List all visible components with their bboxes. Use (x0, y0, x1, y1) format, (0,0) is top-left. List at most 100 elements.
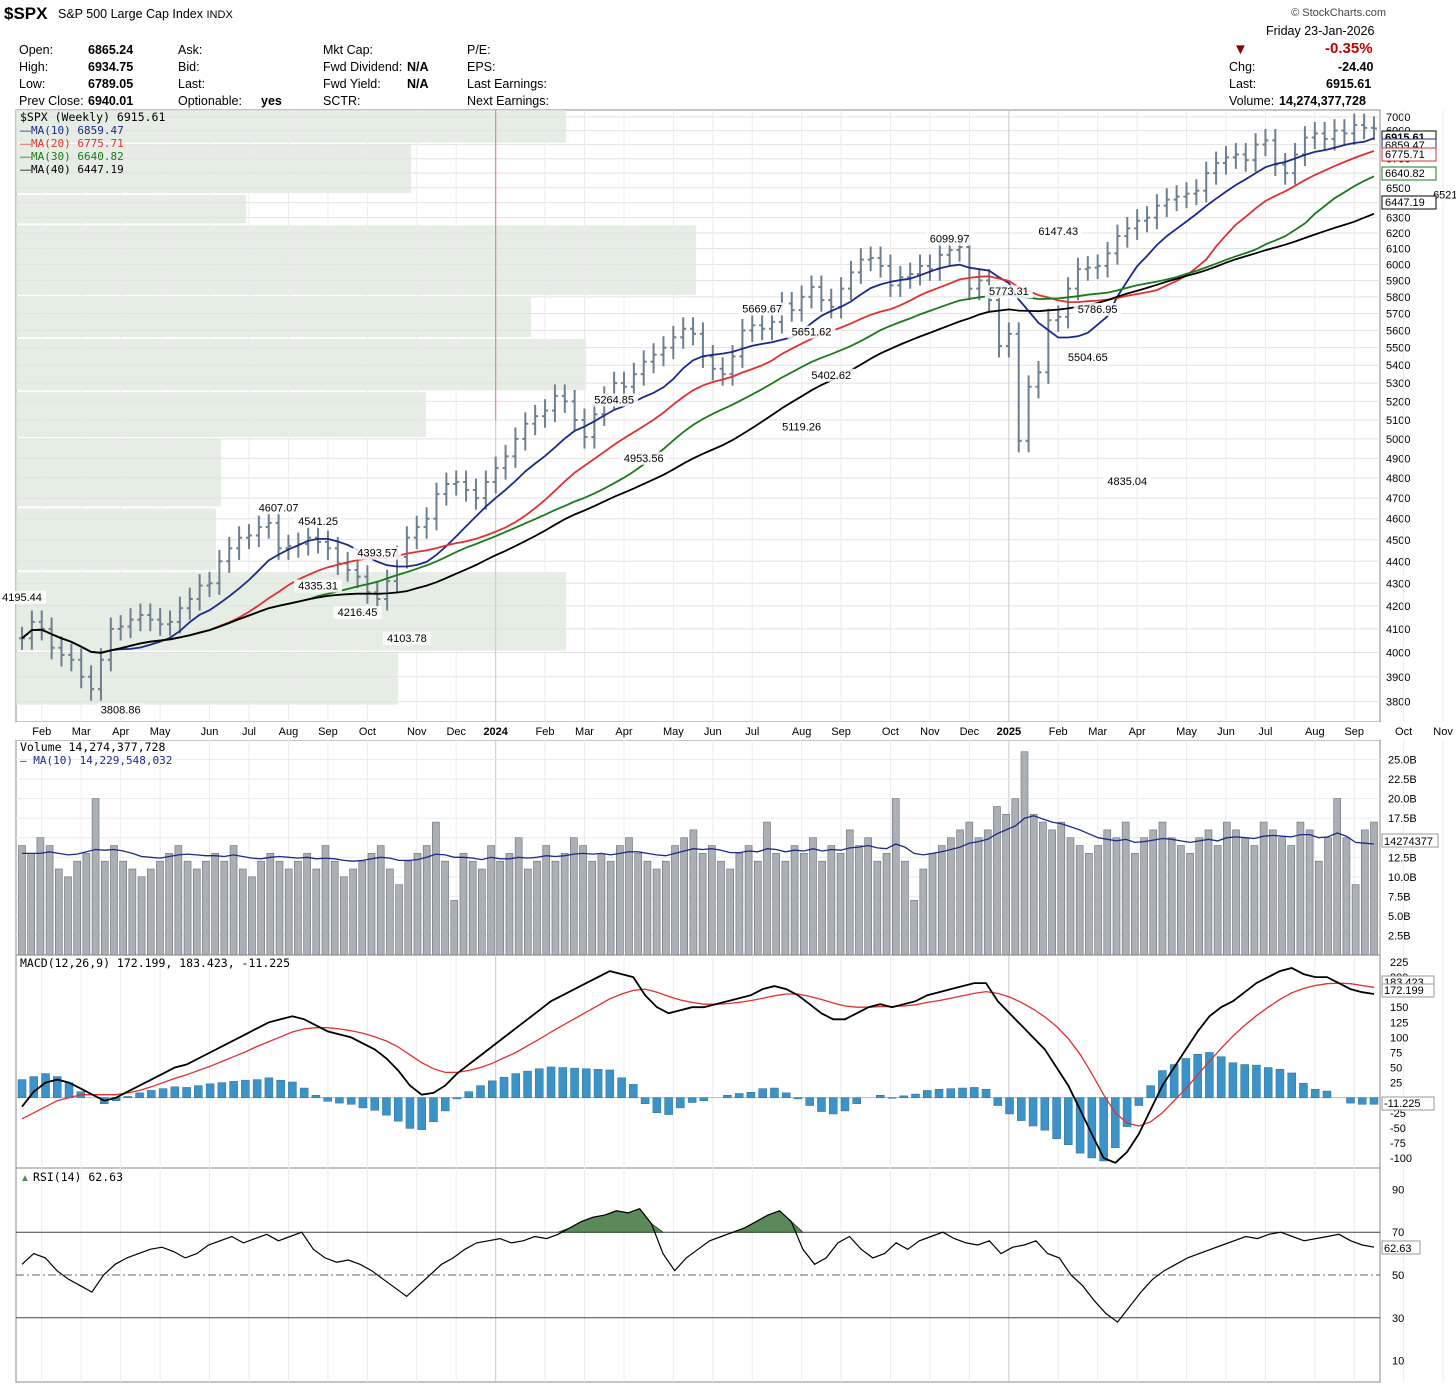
price-bar (196, 574, 203, 611)
price-tick-label: 5200 (1386, 396, 1410, 408)
volume-bar (303, 853, 311, 956)
price-annotation-bg (1063, 350, 1112, 364)
macd-histogram-bar (911, 1093, 920, 1098)
change-percent: -0.35% (1325, 40, 1373, 57)
volume-bar (625, 837, 633, 956)
date-tick-label: Sep (318, 726, 338, 738)
volume-bar (1269, 829, 1277, 956)
price-bar (1371, 116, 1377, 141)
volume-bar (211, 853, 219, 956)
macd-histogram-bar (1064, 1097, 1073, 1145)
sctr-label: SCTR: (323, 94, 361, 108)
price-bar (561, 384, 568, 413)
volume-bar (294, 860, 302, 956)
volume-bar (652, 868, 661, 956)
volume-bar (597, 853, 606, 956)
macd-histogram-bar (617, 1077, 626, 1098)
price-tick-label: 3800 (1386, 697, 1410, 709)
macd-histogram-bar (393, 1097, 403, 1122)
volume-bar (91, 798, 100, 956)
price-annotation-label: 4195.44 (2, 592, 42, 604)
macd-histogram-bar (958, 1087, 967, 1098)
price-bar (107, 617, 114, 672)
price-tick-label: 5300 (1386, 378, 1410, 390)
macd-histogram-bar (1122, 1097, 1132, 1127)
macd-line (21, 967, 1375, 1164)
date-tick-label: Oct (359, 726, 376, 738)
price-annotation-bg (925, 232, 974, 246)
macd-histogram-bar (605, 1069, 615, 1098)
price-tick-label: 6100 (1386, 244, 1410, 256)
date-tick-label: Sep (831, 726, 851, 738)
macd-histogram-bar (652, 1097, 662, 1114)
macd-histogram-bar (464, 1091, 473, 1098)
legend-label: MA(40) 6447.19 (31, 163, 124, 176)
macd-histogram-bar (1052, 1097, 1061, 1139)
volume-bar (1259, 821, 1268, 956)
macd-histogram-bar (194, 1085, 203, 1098)
price-bar (1173, 185, 1180, 212)
price-bar (1321, 121, 1328, 151)
price-tick-label: 4600 (1386, 514, 1410, 526)
macd-histogram-bar (887, 1097, 897, 1099)
price-bar (482, 470, 489, 510)
date-tick-label: Oct (882, 726, 899, 738)
price-tick-label: 4300 (1386, 578, 1410, 590)
price-annotation: 6147.43 (1034, 225, 1083, 239)
volume-bar (349, 868, 357, 956)
volume-bar (662, 860, 670, 956)
price-bar (1272, 128, 1279, 177)
volume-bar (229, 845, 238, 956)
price-bar (838, 277, 845, 319)
legend-swatch: — (20, 138, 31, 150)
volume-bar (1167, 837, 1176, 956)
price-tick-label: 3900 (1386, 672, 1410, 684)
price-bar (1134, 209, 1141, 240)
volume-bar (698, 853, 707, 956)
volume-label: Volume: (1229, 94, 1275, 108)
macd-histogram-bar (629, 1084, 638, 1098)
macd-histogram-bar (970, 1087, 979, 1098)
price-bar (1025, 375, 1032, 453)
rsi-tick-label: 70 (1392, 1227, 1404, 1239)
volume-bar (799, 853, 808, 956)
price-bar (1252, 133, 1259, 172)
macd-histogram-bar (1205, 1052, 1214, 1098)
date-tick-label: Jun (704, 726, 722, 738)
macd-histogram-bar (535, 1068, 544, 1098)
price-tick-label: 5900 (1386, 275, 1410, 287)
volume-profile-bar (16, 652, 398, 705)
optionable-value: yes (261, 94, 282, 108)
volume-bar (459, 853, 468, 956)
volume-value: 14,274,377,728 (1279, 94, 1366, 108)
price-bar (1094, 254, 1101, 280)
price-tick-label: 7000 (1386, 112, 1410, 124)
volume-bar (1057, 821, 1066, 956)
volume-bar (1324, 837, 1332, 956)
volume-bar (781, 860, 790, 956)
macd-histogram-bar (1146, 1085, 1155, 1098)
date-tick-label: 2024 (483, 726, 508, 738)
ask-label: Ask: (178, 43, 203, 57)
macd-histogram-bar (840, 1097, 850, 1112)
volume-bar (1011, 798, 1020, 956)
macd-histogram-bar (299, 1087, 309, 1098)
macd-tick-label: 75 (1390, 1047, 1402, 1059)
volume-bar (891, 798, 900, 956)
price-bar (38, 610, 45, 641)
price-tick-label: 5400 (1386, 360, 1410, 372)
macd-histogram-bar (252, 1079, 262, 1098)
price-annotation: 5264.85 (590, 393, 639, 407)
price-bar (354, 558, 361, 589)
price-bar (1361, 113, 1368, 140)
price-annotation: 5504.65 (1063, 350, 1112, 364)
macd-histogram-bar (264, 1077, 274, 1098)
macd-histogram-bar (429, 1097, 438, 1123)
price-annotation-bg (294, 515, 343, 529)
volume-bar (1066, 837, 1075, 956)
price-bar (265, 511, 272, 539)
legend-swatch: — (20, 151, 31, 163)
macd-histogram-bar (523, 1070, 532, 1098)
price-bar (423, 507, 430, 539)
